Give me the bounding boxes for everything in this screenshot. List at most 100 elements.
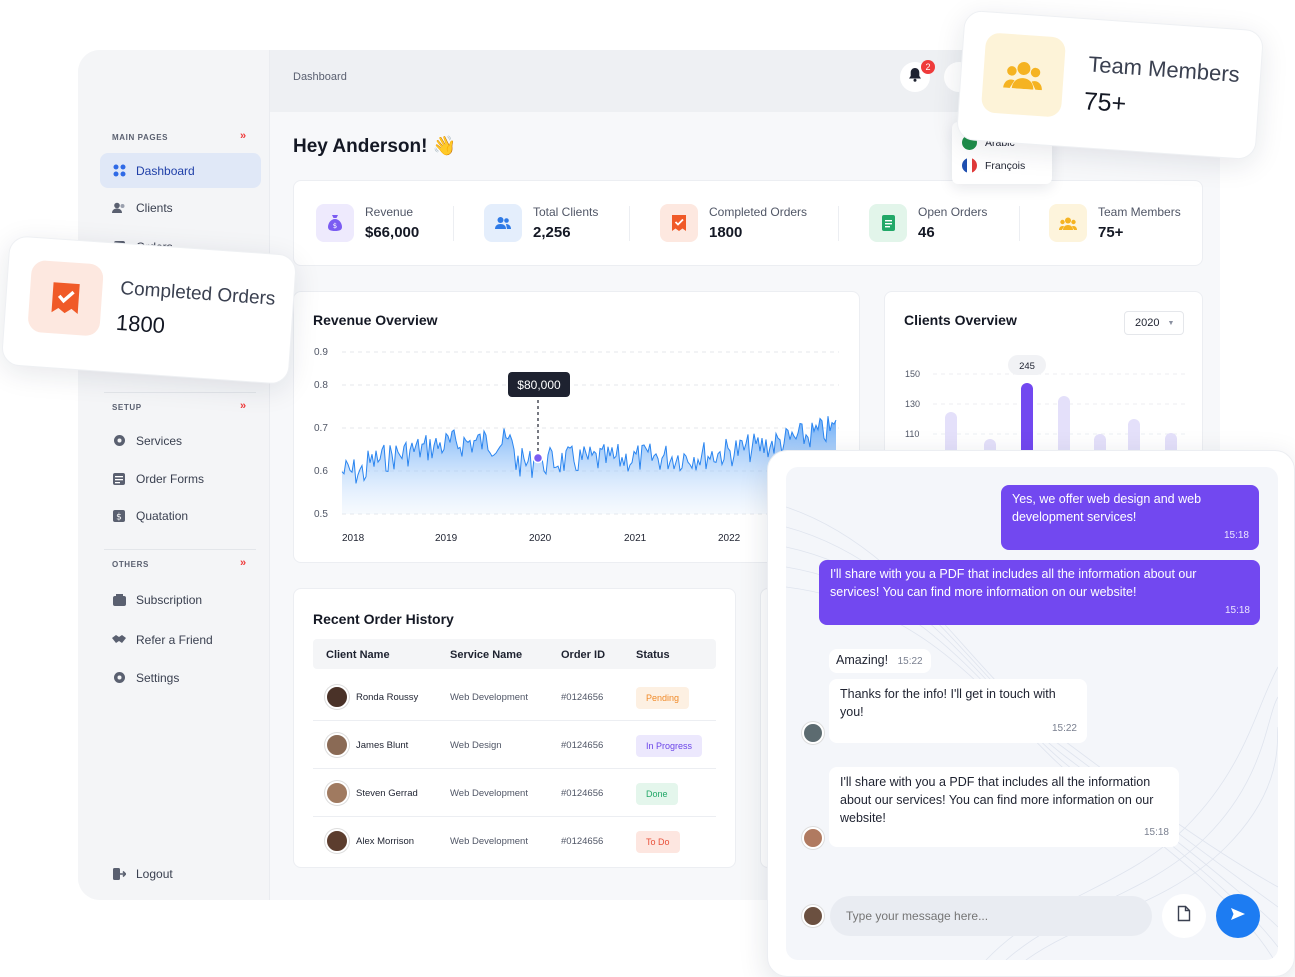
year-select[interactable]: 2020 ▼ bbox=[1124, 311, 1184, 335]
form-icon bbox=[112, 472, 126, 486]
float-label: Team Members bbox=[1087, 51, 1241, 87]
file-icon bbox=[1177, 905, 1191, 927]
document-icon bbox=[869, 204, 907, 242]
collapse-main-pages-icon[interactable]: » bbox=[240, 130, 247, 142]
y-tick-label: 110 bbox=[905, 429, 919, 439]
table-row[interactable]: James Blunt Web Design #0124656 In Progr… bbox=[313, 721, 716, 769]
y-tick-label: 130 bbox=[905, 399, 920, 409]
completed-order-icon bbox=[27, 259, 105, 337]
chat-message-incoming: Amazing! 15:22 bbox=[829, 649, 931, 673]
stat-revenue: $ Revenue $66,000 bbox=[316, 203, 419, 243]
team-icon bbox=[1049, 204, 1087, 242]
chat-window: Yes, we offer web design and web develop… bbox=[786, 467, 1278, 960]
stat-divider bbox=[453, 206, 454, 241]
bar-highlight[interactable] bbox=[1021, 383, 1033, 463]
bar-label-pill bbox=[1008, 355, 1046, 375]
logout-button[interactable]: Logout bbox=[100, 856, 261, 891]
sidebar-item-label: Services bbox=[136, 433, 183, 448]
message-input[interactable] bbox=[830, 896, 1152, 936]
chat-message-incoming: I'll share with you a PDF that includes … bbox=[829, 767, 1179, 847]
message-time: 15:22 bbox=[1051, 723, 1077, 734]
calendar-icon bbox=[112, 593, 126, 607]
sidebar-item-settings[interactable]: Settings bbox=[100, 660, 261, 695]
section-setup: SETUP bbox=[112, 403, 142, 412]
handshake-icon bbox=[112, 633, 126, 647]
notifications-button[interactable] bbox=[900, 62, 930, 92]
table-row[interactable]: Ronda Roussy Web Development #0124656 Pe… bbox=[313, 673, 716, 721]
sidebar-item-refer-a-friend[interactable]: Refer a Friend bbox=[100, 622, 261, 657]
sidebar-item-order-forms[interactable]: Order Forms bbox=[100, 461, 261, 496]
completed-orders-float-card: Completed Orders 1800 bbox=[0, 235, 298, 385]
y-tick-label: 0.6 bbox=[314, 466, 328, 477]
tooltip-point[interactable] bbox=[532, 452, 544, 464]
send-icon bbox=[1230, 907, 1246, 926]
avatar bbox=[325, 829, 349, 853]
message-time: 15:18 bbox=[1223, 530, 1249, 541]
revenue-chart: 0.9 0.8 0.7 0.6 0.5 2018 2019 2020 2021 … bbox=[314, 347, 839, 544]
column-header: Client Name bbox=[326, 649, 390, 661]
france-flag-icon bbox=[962, 158, 977, 173]
stat-label: Completed Orders bbox=[709, 205, 808, 219]
chevron-down-icon: ▼ bbox=[1167, 319, 1175, 327]
status-badge: Pending bbox=[636, 687, 690, 709]
avatar bbox=[802, 827, 824, 849]
stat-label: Open Orders bbox=[918, 205, 988, 219]
svg-text:$: $ bbox=[116, 512, 122, 522]
section-main-pages: MAIN PAGES bbox=[112, 133, 169, 142]
greeting: Hey Anderson! 👋 bbox=[293, 136, 457, 157]
sidebar-item-label: Settings bbox=[136, 670, 180, 685]
collapse-others-icon[interactable]: » bbox=[240, 557, 247, 569]
tooltip-box bbox=[508, 372, 570, 397]
sidebar-item-clients[interactable]: Clients bbox=[100, 190, 261, 225]
stat-label: Team Members bbox=[1098, 205, 1181, 219]
clients-title: Clients Overview bbox=[904, 312, 1017, 328]
sidebar-divider bbox=[104, 392, 256, 393]
message-text: Amazing! bbox=[836, 653, 889, 667]
status-badge: Done bbox=[636, 783, 678, 805]
message-text: I'll share with you a PDF that includes … bbox=[840, 775, 1154, 825]
order-id: #0124656 bbox=[561, 788, 604, 799]
bar-value-label: 245 bbox=[1019, 361, 1035, 372]
sidebar-item-subscription[interactable]: Subscription bbox=[100, 582, 261, 617]
status-badge: To Do bbox=[636, 831, 680, 853]
sidebar-item-quatation[interactable]: $ Quatation bbox=[100, 498, 261, 533]
avatar bbox=[802, 722, 824, 744]
chat-message-outgoing: I'll share with you a PDF that includes … bbox=[819, 560, 1260, 625]
client-name: Alex Morrison bbox=[356, 836, 415, 847]
completed-order-icon bbox=[660, 204, 698, 242]
order-id: #0124656 bbox=[561, 740, 604, 751]
users-icon bbox=[112, 201, 126, 215]
language-option-french[interactable]: François bbox=[962, 158, 1025, 173]
chat-message-incoming: Thanks for the info! I'll get in touch w… bbox=[829, 679, 1087, 743]
revenue-area bbox=[342, 416, 836, 514]
client-name: Steven Gerrad bbox=[356, 788, 418, 799]
sidebar-divider bbox=[104, 549, 256, 550]
sidebar-item-services[interactable]: Services bbox=[100, 423, 261, 458]
stat-value: 46 bbox=[918, 224, 935, 241]
x-tick-label: 2018 bbox=[342, 533, 365, 544]
send-button[interactable] bbox=[1216, 894, 1260, 938]
stat-label: Revenue bbox=[365, 205, 414, 219]
table-row[interactable]: Alex Morrison Web Development #0124656 T… bbox=[313, 817, 716, 865]
section-others: OTHERS bbox=[112, 560, 149, 569]
collapse-setup-icon[interactable]: » bbox=[240, 400, 247, 412]
column-header: Status bbox=[636, 649, 670, 661]
sidebar-item-label: Dashboard bbox=[136, 163, 195, 178]
sidebar-item-dashboard[interactable]: Dashboard bbox=[100, 153, 261, 188]
float-label: Completed Orders bbox=[119, 277, 277, 310]
stats-bar: $ Revenue $66,000 Total Clients 2,256 Comp… bbox=[293, 180, 1203, 266]
stat-value: 2,256 bbox=[533, 224, 571, 241]
sidebar-item-label: Refer a Friend bbox=[136, 632, 213, 647]
sidebar-item-label: Subscription bbox=[136, 592, 203, 607]
tooltip-label: $80,000 bbox=[517, 378, 561, 392]
table-row[interactable]: Steven Gerrad Web Development #0124656 D… bbox=[313, 769, 716, 817]
client-name: James Blunt bbox=[356, 740, 409, 751]
attach-file-button[interactable] bbox=[1162, 894, 1206, 938]
message-text: I'll share with you a PDF that includes … bbox=[830, 567, 1197, 599]
team-icon bbox=[980, 32, 1067, 118]
x-tick-label: 2022 bbox=[718, 533, 741, 544]
service-name: Web Development bbox=[450, 692, 528, 703]
message-text: Thanks for the info! I'll get in touch w… bbox=[840, 687, 1056, 719]
float-value: 75+ bbox=[1082, 87, 1128, 119]
y-tick-label: 0.5 bbox=[314, 509, 328, 520]
